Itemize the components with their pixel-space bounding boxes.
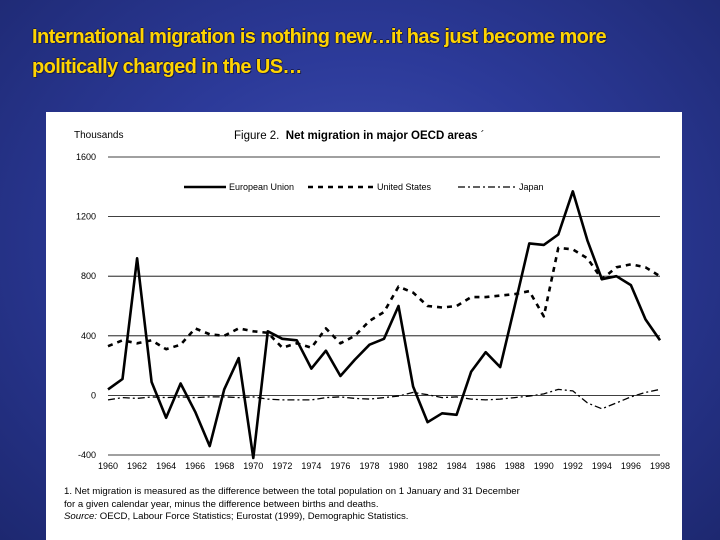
x-tick-label: 1994 <box>592 461 612 471</box>
legend-label: Japan <box>519 182 544 192</box>
x-tick-label: 1992 <box>563 461 583 471</box>
series-line-united-states <box>107 246 661 351</box>
figure-number: Figure 2. <box>234 130 280 142</box>
x-tick-label: 1978 <box>359 461 379 471</box>
x-tick-label: 1984 <box>447 461 467 471</box>
x-tick-label: 1980 <box>389 461 409 471</box>
y-tick-label: -400 <box>78 450 96 460</box>
footnote: 1. Net migration is measured as the diff… <box>64 486 664 524</box>
x-tick-label: 1996 <box>621 461 641 471</box>
y-unit-label: Thousands <box>74 130 124 141</box>
x-tick-label: 1990 <box>534 461 554 471</box>
source-text: OECD, Labour Force Statistics; Eurostat … <box>99 511 409 522</box>
x-tick-label: 1968 <box>214 461 234 471</box>
figure-title: Figure 2. Net migration in major OECD ar… <box>234 130 485 142</box>
x-tick-label: 1986 <box>476 461 496 471</box>
migration-figure: Thousands Figure 2. Net migration in maj… <box>46 112 682 540</box>
series-line-japan <box>107 388 661 410</box>
y-tick-label: 800 <box>81 271 96 281</box>
source-line: Source: OECD, Labour Force Statistics; E… <box>64 511 664 524</box>
y-tick-label: 0 <box>91 390 96 400</box>
line-chart: -400 0 400 800 1200 1600 1960 1962 1964 1966 1968 1… <box>76 152 670 471</box>
y-tick-label: 400 <box>81 331 96 341</box>
x-tick-label: 1964 <box>156 461 176 471</box>
legend-label: United States <box>377 182 432 192</box>
figure-title-main: Net migration in major OECD areas <box>285 130 478 142</box>
x-tick-label: 1960 <box>98 461 118 471</box>
x-tick-label: 1976 <box>330 461 350 471</box>
x-tick-label: 1998 <box>650 461 670 471</box>
figure-title-mark: ´ <box>480 130 485 142</box>
legend-label: European Union <box>229 182 294 192</box>
series-line-european-union <box>107 190 662 460</box>
footnote-line-2: for a given calendar year, minus the dif… <box>64 498 379 510</box>
x-tick-label: 1962 <box>127 461 147 471</box>
y-tick-label: 1600 <box>76 152 96 162</box>
x-tick-label: 1974 <box>301 461 321 471</box>
x-tick-label: 1988 <box>505 461 525 471</box>
slide-title: International migration is nothing new…i… <box>32 26 607 78</box>
x-tick-label: 1966 <box>185 461 205 471</box>
source-label: Source: <box>64 511 98 522</box>
y-tick-label: 1200 <box>76 212 96 222</box>
x-tick-label: 1982 <box>418 461 438 471</box>
footnote-line-1: 1. Net migration is measured as the diff… <box>64 486 520 497</box>
x-tick-label: 1972 <box>272 461 292 471</box>
x-tick-label: 1970 <box>243 461 263 471</box>
